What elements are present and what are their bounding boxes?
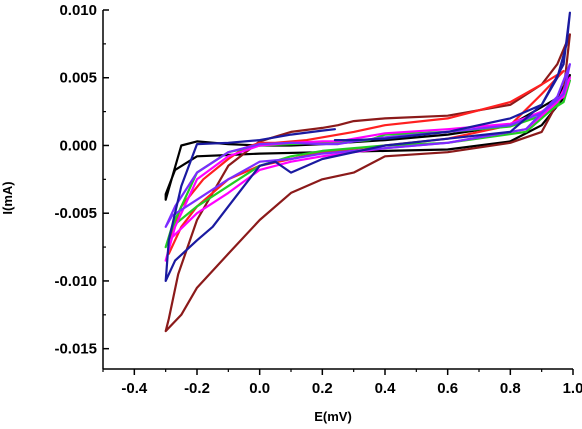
series-line-5 [164, 76, 572, 262]
series-line-2 [164, 33, 572, 333]
series-line-7 [164, 11, 572, 282]
x-ticks: -0.4 -0.2 0.0 0.2 0.4 0.6 0.8 1.0 [102, 369, 582, 397]
x-tick-label: 0.6 [437, 380, 458, 397]
y-tick-label: -0.005 [54, 205, 97, 222]
y-tick-label: -0.010 [54, 273, 97, 290]
y-tick-label: 0.000 [59, 137, 97, 154]
x-tick-label: 0.4 [375, 380, 397, 397]
series-line-3 [167, 69, 565, 255]
x-tick-label: 1.0 [563, 380, 582, 397]
x-tick-label: -0.4 [121, 380, 148, 397]
x-tick-label: 0.2 [312, 380, 333, 397]
x-axis-label: E(mV) [314, 409, 352, 424]
y-tick-label: 0.010 [59, 2, 97, 19]
series-line-6 [164, 63, 572, 228]
y-axis-label: I(mA) [0, 181, 15, 214]
y-tick-label: -0.015 [54, 341, 97, 358]
series-layer [164, 11, 572, 333]
y-ticks: 0.010 0.005 0.000 -0.005 -0.010 -0.015 [54, 2, 109, 358]
x-tick-label: 0.0 [249, 380, 270, 397]
x-tick-label: 0.8 [500, 380, 521, 397]
x-tick-label: -0.2 [184, 380, 210, 397]
y-tick-label: 0.005 [59, 70, 97, 87]
